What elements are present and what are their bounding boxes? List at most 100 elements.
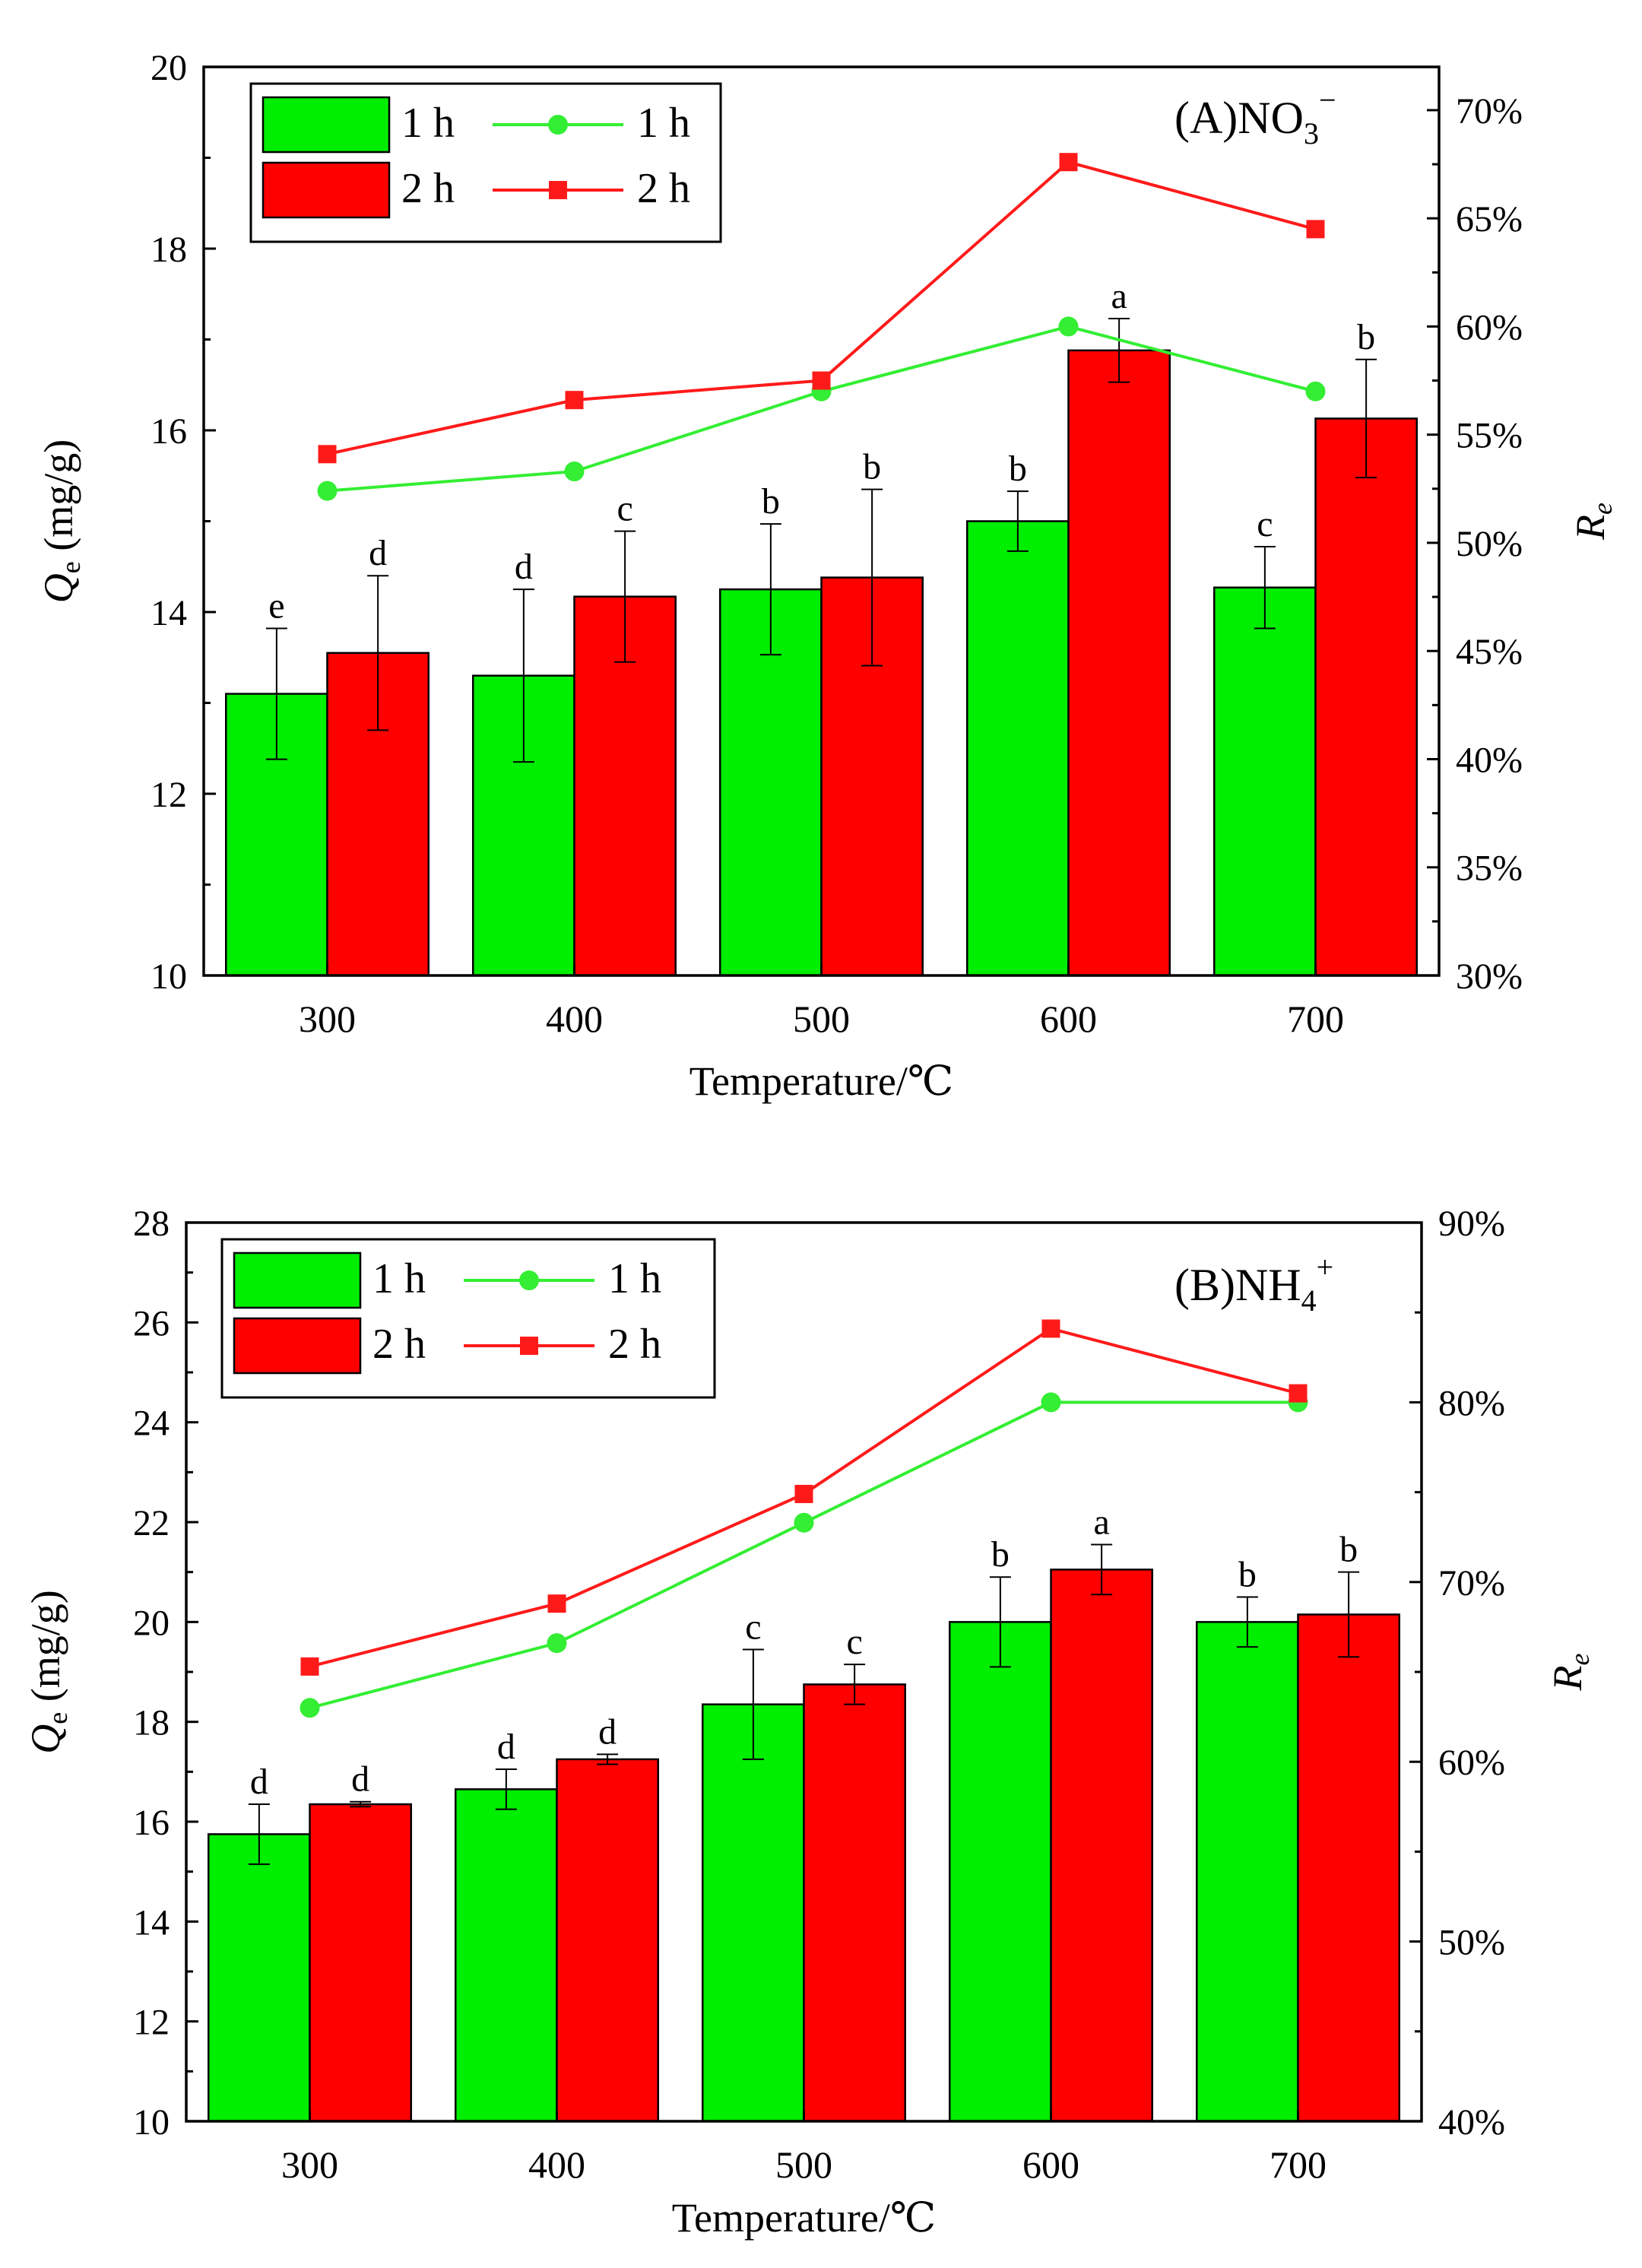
line-point [317,481,338,501]
y-axis-title: Qe (mg/g) [23,1590,73,1753]
significance-letter: c [1257,504,1273,544]
y-tick-label: 26 [133,1303,170,1343]
panel-label-sup: + [1317,1250,1334,1284]
x-tick-label: 700 [1287,998,1344,1040]
significance-letter: d [351,1759,369,1800]
significance-letter: c [745,1607,761,1647]
y2-tick-label: 70% [1456,91,1523,132]
y-tick-label: 20 [151,48,187,88]
bar [1067,349,1171,977]
bar [702,1703,805,2123]
y-tick-label: 18 [133,1703,170,1743]
legend-line-label: 2 h [637,165,690,212]
panel-label-sup: − [1319,83,1336,117]
significance-letter: d [515,547,533,587]
y-tick-label: 16 [151,411,187,452]
y2-axis-title: Re [1568,503,1618,541]
y-axis-title-main: Q [23,1724,68,1754]
legend-bar-swatch [262,161,391,219]
y-tick-label: 14 [151,593,187,633]
line-point [318,445,337,464]
line-point [794,1512,814,1533]
y-tick-label: 20 [133,1603,170,1643]
y2-axis-title-main: R [1568,515,1613,541]
line-point [1306,220,1325,239]
legend: 1 h 1 h 2 h 2 h [249,82,722,243]
panel-label-main: (A)NO [1174,93,1304,143]
y2-tick-label: 30% [1456,956,1523,997]
y2-tick-label: 40% [1456,740,1523,780]
panel-label: (B)NH4+ [1174,1250,1333,1318]
significance-letter: a [1093,1502,1109,1543]
panel-label-sub: 3 [1304,116,1319,151]
line-point [1058,316,1079,337]
line-point [1289,1384,1308,1403]
chart-panel-b: d d c b b d d c a b 10 12 14 16 18 20 22 24 26 28 40% 50% 60% 7… [23,1204,1595,2241]
line-point [547,1633,567,1654]
y-tick-label: 24 [133,1404,170,1444]
legend-line-label: 1 h [608,1255,661,1302]
panel-label: (A)NO3− [1174,83,1336,151]
line-point [794,1484,813,1503]
legend: 1 h 1 h 2 h 2 h [220,1238,716,1399]
y2-tick-label: 90% [1438,1204,1505,1244]
significance-letter: d [369,533,387,573]
y-tick-label: 10 [151,956,187,997]
y2-tick-label: 35% [1456,849,1523,889]
legend-line-marker [548,115,568,135]
y-tick-label: 16 [133,1803,170,1843]
y2-tick-label: 60% [1456,307,1523,347]
significance-letter: b [762,481,780,522]
y2-axis-title-main: R [1545,1665,1590,1691]
legend-line-marker [549,181,567,199]
significance-letter: b [863,447,881,487]
x-tick-label: 500 [793,998,850,1040]
y2-tick-label: 65% [1456,199,1523,239]
line-point [1059,153,1078,172]
y2-axis-title-sub: e [1564,1653,1595,1665]
significance-letter: c [846,1622,862,1662]
significance-letter: d [250,1762,268,1802]
y2-tick-label: 50% [1456,524,1523,564]
significance-letter: c [617,489,632,529]
y2-tick-label: 80% [1438,1383,1505,1423]
significance-letter: b [1009,449,1027,489]
y-axis-title-unit: (mg/g) [23,1590,68,1711]
line-point [1041,1392,1061,1413]
y2-tick-label: 50% [1438,1923,1505,1963]
x-axis-title: Temperature/℃ [689,1058,953,1104]
line-point [300,1698,320,1718]
bar [803,1683,906,2123]
significance-letter: b [1238,1555,1257,1595]
x-tick-label: 700 [1270,2143,1327,2186]
y-axis-title-sub: e [43,1712,73,1724]
legend-bar-label: 2 h [401,165,455,212]
significance-letter: b [991,1534,1010,1575]
line-point [300,1657,319,1676]
line-point [547,1594,566,1613]
bar [949,1621,1052,2123]
significance-letter: b [1357,317,1375,357]
bar [1297,1613,1400,2123]
line-point [564,462,585,482]
significance-letter: a [1111,276,1127,316]
x-tick-label: 400 [528,2143,585,2186]
bar [1196,1621,1299,2123]
bar [1314,417,1418,977]
legend-bar-label: 2 h [372,1321,426,1368]
legend-line-marker [520,1337,538,1355]
legend-bar-label: 1 h [372,1255,426,1302]
significance-letter: d [497,1727,515,1767]
bar [966,520,1070,977]
x-tick-label: 500 [775,2143,832,2186]
legend-line-label: 1 h [637,100,690,147]
y2-tick-label: 60% [1438,1743,1505,1783]
line-point [812,371,831,390]
y-tick-label: 28 [133,1204,170,1244]
chart-panel-a: e d b b c d c b a b 10 12 14 16 18 20 30% 35% 40% 45% 50% 55%… [36,48,1618,1104]
legend-bar-swatch [233,1251,362,1309]
y2-axis-title: Re [1545,1653,1595,1691]
y2-tick-label: 70% [1438,1563,1505,1603]
x-axis-title: Temperature/℃ [672,2195,936,2241]
